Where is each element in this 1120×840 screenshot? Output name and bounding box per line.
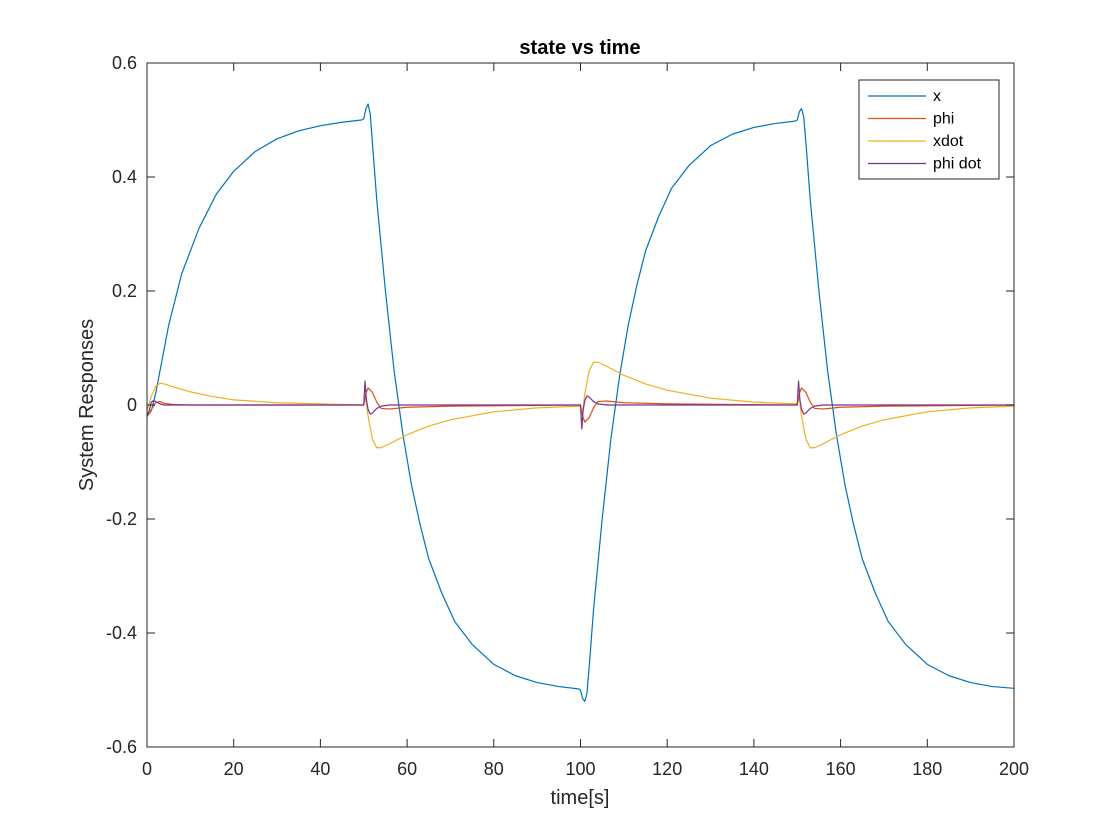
x-tick-label: 100: [565, 759, 595, 779]
x-tick-label: 180: [912, 759, 942, 779]
x-tick-label: 0: [142, 759, 152, 779]
series-line-phi: [146, 387, 1015, 423]
legend[interactable]: x phi xdot phi dot: [858, 79, 1000, 180]
y-tick-label: -0.6: [106, 737, 137, 757]
y-tick-label: 0.4: [112, 167, 137, 187]
legend-entries: x phi xdot phi dot: [868, 88, 982, 173]
x-tick-label: 80: [484, 759, 504, 779]
x-tick-label: 160: [826, 759, 856, 779]
y-tick-label: 0: [127, 395, 137, 415]
y-axis-label: System Responses: [76, 319, 98, 491]
legend-label-xdot: xdot: [933, 133, 964, 150]
series-layer: [146, 103, 1015, 703]
x-axis-label: time[s]: [551, 787, 610, 809]
legend-label-phi-dot: phi dot: [933, 156, 982, 173]
series-line-phi-dot: [146, 380, 1014, 430]
y-tick-label: 0.2: [112, 281, 137, 301]
x-tick-label: 140: [739, 759, 769, 779]
series-line-xdot: [146, 361, 1015, 449]
x-tick-label: 120: [652, 759, 682, 779]
chart-title: state vs time: [519, 37, 640, 59]
x-tick-label: 20: [224, 759, 244, 779]
series-line-x: [146, 103, 1015, 703]
x-tick-label: 40: [310, 759, 330, 779]
tick-layer: 0 20 40 60 80 100 120 140 160 180 200 -0.6 -0.4 -0.2 0…: [106, 53, 1029, 779]
y-tick-label: -0.4: [106, 623, 137, 643]
x-tick-label: 200: [999, 759, 1029, 779]
x-tick-label: 60: [397, 759, 417, 779]
y-tick-label: -0.2: [106, 509, 137, 529]
y-tick-label: 0.6: [112, 53, 137, 73]
legend-label-x: x: [933, 88, 941, 105]
legend-label-phi: phi: [933, 111, 954, 128]
